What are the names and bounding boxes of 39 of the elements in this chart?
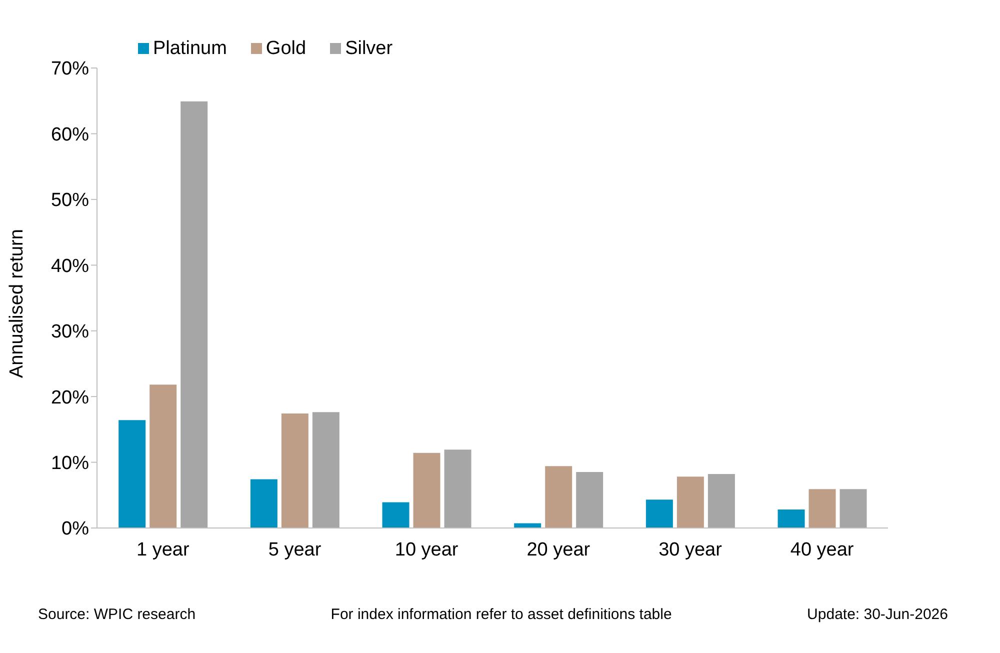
legend-label: Platinum (153, 38, 227, 59)
bar (706, 472, 736, 528)
bar (148, 384, 178, 528)
y-tick-label: 0% (62, 518, 90, 540)
y-tick-label: 50% (50, 190, 90, 212)
bar (443, 448, 472, 528)
bar (280, 412, 310, 528)
x-tick-label: 40 year (790, 539, 854, 560)
bar (575, 470, 604, 528)
bar (513, 522, 542, 528)
y-tick-label: 40% (50, 256, 90, 277)
bar (676, 476, 705, 528)
y-tick-label: 20% (50, 387, 90, 408)
x-tick-label: 10 year (394, 539, 459, 560)
legend-label: Gold (266, 38, 306, 59)
source-note: Source: WPIC research (38, 606, 196, 623)
bar (808, 488, 837, 528)
x-tick-label: 20 year (526, 539, 591, 560)
bar (249, 478, 278, 528)
bar (381, 501, 410, 528)
text: For index information refer to asset definitions table (330, 606, 672, 623)
bar (118, 419, 147, 528)
bar (311, 411, 340, 528)
bar (644, 498, 674, 528)
bar (776, 508, 806, 528)
x-tick-label: 30 year (658, 539, 723, 560)
y-tick-label: 70% (50, 58, 90, 80)
bar (180, 100, 209, 528)
x-tick-label: 1 year (136, 539, 190, 560)
bar (838, 488, 868, 528)
text: Update: 30-Jun-2026 (807, 606, 948, 623)
y-tick-label: 60% (50, 124, 90, 146)
legend-label: Silver (345, 38, 393, 59)
y-tick-label: 10% (50, 453, 90, 474)
bar (412, 452, 442, 528)
y-tick-label: 30% (50, 322, 90, 343)
x-tick-label: 5 year (268, 539, 322, 560)
y-axis-title: Annualised return (6, 229, 28, 378)
bar (544, 465, 574, 528)
